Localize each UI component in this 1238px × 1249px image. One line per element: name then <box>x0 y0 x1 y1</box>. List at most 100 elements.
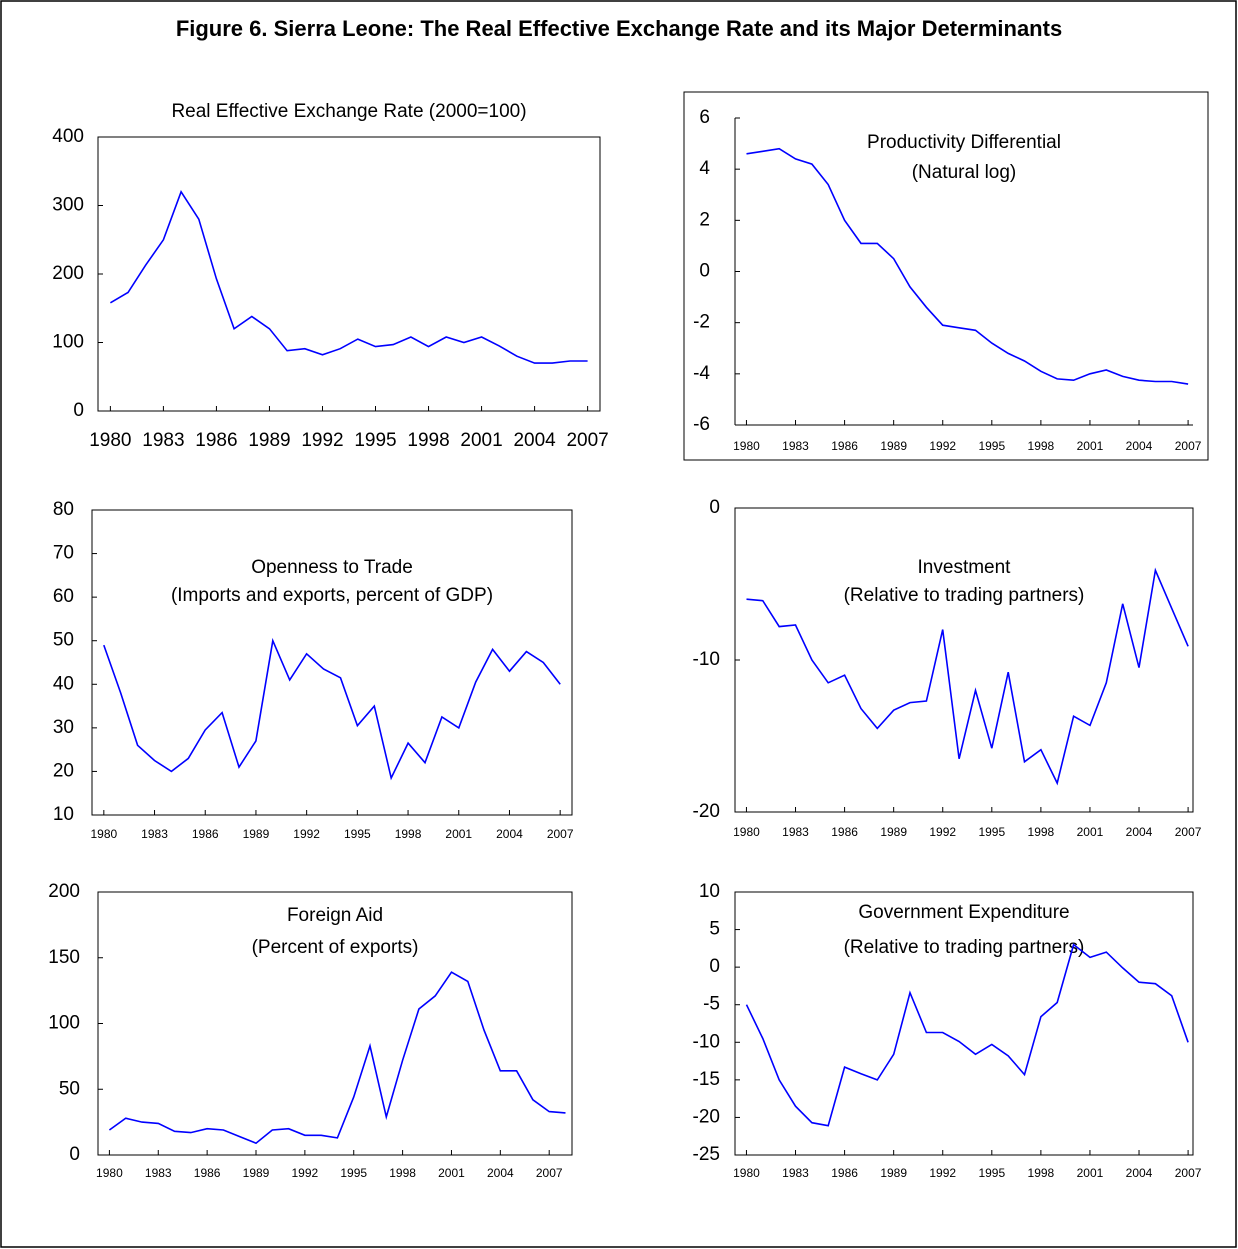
x-tick-label: 1983 <box>145 1166 172 1180</box>
x-tick-label: 2001 <box>1077 439 1104 453</box>
x-tick-label: 1980 <box>90 827 117 841</box>
y-tick-label: 400 <box>52 126 84 147</box>
x-tick-label: 1983 <box>142 430 184 451</box>
y-tick-label: 0 <box>69 1144 80 1165</box>
y-tick-label: -4 <box>693 363 710 384</box>
chart-title: Real Effective Exchange Rate (2000=100) <box>171 101 526 122</box>
x-tick-label: 1992 <box>929 439 956 453</box>
data-line <box>746 567 1189 786</box>
x-tick-label: 2004 <box>1126 1166 1153 1180</box>
x-tick-label: 1998 <box>407 430 449 451</box>
x-tick-label: 1986 <box>831 439 858 453</box>
y-tick-label: 20 <box>53 760 74 781</box>
x-tick-label: 1995 <box>978 1166 1005 1180</box>
x-tick-label: 1980 <box>733 825 760 839</box>
data-line <box>108 971 566 1145</box>
x-tick-label: 1986 <box>831 825 858 839</box>
x-tick-label: 1989 <box>243 827 270 841</box>
chart-title: Investment <box>918 557 1012 578</box>
x-tick-label: 1980 <box>733 439 760 453</box>
chart-subtitle: (Imports and exports, percent of GDP) <box>171 585 493 606</box>
x-tick-label: 1983 <box>782 439 809 453</box>
y-tick-label: 100 <box>52 332 84 353</box>
x-tick-label: 1989 <box>243 1166 270 1180</box>
panel-frame <box>683 91 1209 461</box>
x-tick-label: 2001 <box>438 1166 465 1180</box>
x-tick-label: 2004 <box>496 827 523 841</box>
plot-frame <box>97 136 601 412</box>
x-tick-label: 1992 <box>929 825 956 839</box>
y-tick-label: 100 <box>48 1013 80 1034</box>
y-tick-label: 10 <box>53 804 74 825</box>
y-tick-label: 60 <box>53 586 74 607</box>
x-tick-label: 1980 <box>89 430 131 451</box>
chart-subtitle: (Relative to trading partners) <box>844 937 1085 958</box>
x-tick-label: 1998 <box>1028 825 1055 839</box>
x-tick-label: 2004 <box>487 1166 514 1180</box>
x-tick-label: 1983 <box>782 1166 809 1180</box>
y-tick-label: 0 <box>709 956 720 977</box>
x-tick-label: 1986 <box>194 1166 221 1180</box>
y-tick-label: -5 <box>703 994 720 1015</box>
plot-frame <box>91 509 573 816</box>
y-tick-label: 6 <box>699 107 710 128</box>
x-tick-label: 1986 <box>195 430 237 451</box>
y-tick-label: -2 <box>693 312 710 333</box>
x-tick-label: 2001 <box>460 430 502 451</box>
x-tick-label: 1998 <box>1028 1166 1055 1180</box>
y-tick-label: 40 <box>53 673 74 694</box>
x-tick-label: 2001 <box>445 827 472 841</box>
x-tick-label: 1986 <box>831 1166 858 1180</box>
y-tick-label: 0 <box>73 400 84 421</box>
y-tick-label: 50 <box>53 630 74 651</box>
x-tick-label: 1998 <box>1028 439 1055 453</box>
x-tick-label: 1998 <box>389 1166 416 1180</box>
y-tick-label: 80 <box>53 499 74 520</box>
plot-frame <box>734 507 1194 813</box>
x-tick-label: 2007 <box>1175 825 1202 839</box>
x-tick-label: 1995 <box>978 439 1005 453</box>
x-tick-label: 1995 <box>340 1166 367 1180</box>
y-tick-label: -10 <box>693 1031 720 1052</box>
x-tick-label: 1992 <box>301 430 343 451</box>
x-tick-label: 2004 <box>513 430 556 451</box>
x-tick-label: 1989 <box>248 430 290 451</box>
y-tick-label: -25 <box>693 1144 720 1165</box>
y-tick-label: -6 <box>693 414 710 435</box>
y-tick-label: 4 <box>699 158 710 179</box>
x-tick-label: 1992 <box>929 1166 956 1180</box>
y-tick-label: -15 <box>693 1069 720 1090</box>
chart-title: Openness to Trade <box>251 557 413 578</box>
x-tick-label: 1989 <box>880 1166 907 1180</box>
data-line <box>103 637 561 781</box>
x-tick-label: 1983 <box>141 827 168 841</box>
x-tick-label: 2004 <box>1126 439 1153 453</box>
x-tick-label: 2004 <box>1126 825 1153 839</box>
x-tick-label: 1980 <box>96 1166 123 1180</box>
y-tick-label: -10 <box>693 649 720 670</box>
y-tick-label: 5 <box>709 919 720 940</box>
y-tick-label: 2 <box>699 209 710 230</box>
plot-frame <box>734 891 1194 1156</box>
x-tick-label: 1995 <box>344 827 371 841</box>
x-tick-label: 1983 <box>782 825 809 839</box>
y-tick-label: 200 <box>52 263 84 284</box>
y-tick-label: 0 <box>709 497 720 518</box>
x-tick-label: 1980 <box>733 1166 760 1180</box>
y-tick-label: 150 <box>48 947 80 968</box>
chart-subtitle: (Percent of exports) <box>252 937 419 958</box>
y-tick-label: 50 <box>59 1078 80 1099</box>
chart-title: Government Expenditure <box>858 902 1069 923</box>
y-tick-label: 300 <box>52 195 84 216</box>
x-tick-label: 1992 <box>292 1166 319 1180</box>
figure-title: Figure 6. Sierra Leone: The Real Effecti… <box>176 16 1062 41</box>
x-tick-label: 1995 <box>354 430 396 451</box>
chart-subtitle: (Natural log) <box>912 162 1017 183</box>
x-tick-label: 2007 <box>536 1166 563 1180</box>
y-tick-label: 30 <box>53 717 74 738</box>
x-tick-label: 2001 <box>1077 1166 1104 1180</box>
x-tick-label: 1986 <box>192 827 219 841</box>
plot-frame <box>97 891 573 1156</box>
